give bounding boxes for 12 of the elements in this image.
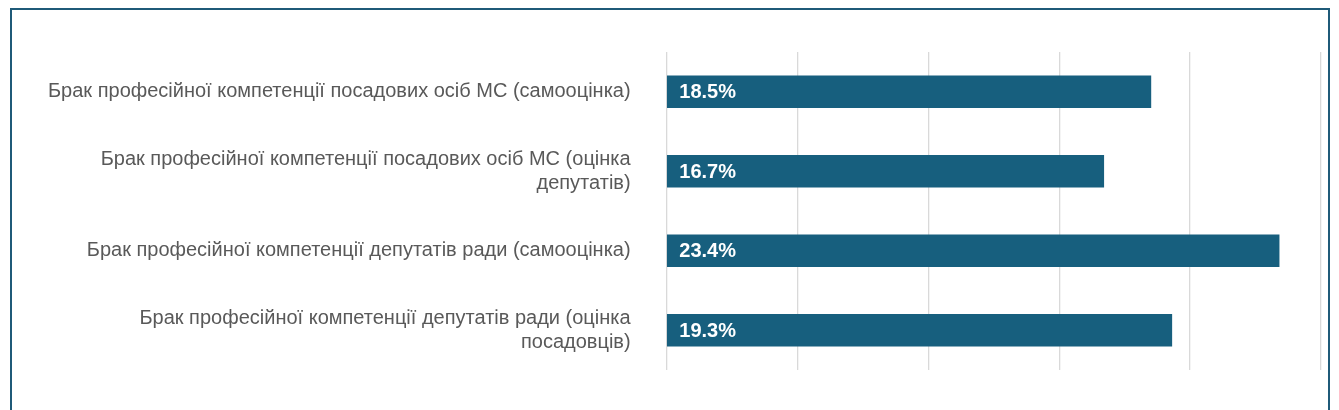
data-label: 19.3% bbox=[679, 318, 737, 341]
y-tick-label: Брак професійної компетенції депутатів ради (самооцінка) bbox=[86, 238, 631, 261]
bar bbox=[666, 154, 1105, 188]
y-tick-label: Брак професійної компетенції посадових осіб МС (оцінка депутатів) bbox=[100, 146, 632, 193]
bar bbox=[666, 75, 1152, 109]
data-label: 23.4% bbox=[679, 239, 737, 262]
y-tick-label: Брак професійної компетенції депутатів ради (оцінка посадовців) bbox=[139, 305, 632, 352]
data-label: 18.5% bbox=[679, 80, 737, 103]
bar bbox=[666, 234, 1280, 268]
y-tick-label: Брак професійної компетенції посадових осіб МС (самооцінка) bbox=[48, 79, 631, 102]
data-label: 16.7% bbox=[679, 159, 737, 182]
bar bbox=[666, 313, 1173, 347]
